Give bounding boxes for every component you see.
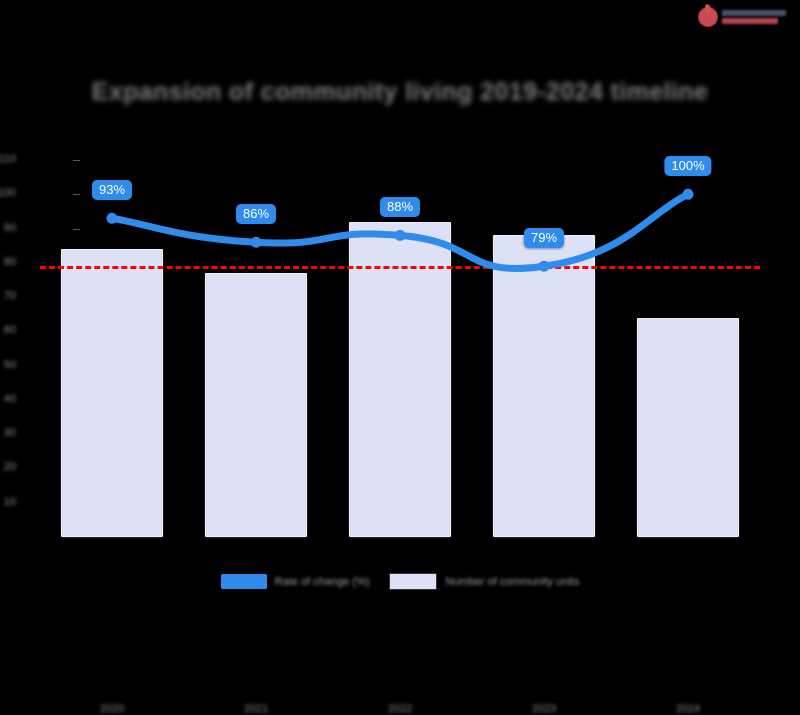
- left-axis-label: 110: [0, 153, 16, 165]
- data-label-2020: 93%: [91, 180, 133, 201]
- legend-swatch-bar-icon: [389, 573, 438, 590]
- bar-2024[interactable]: [637, 317, 739, 537]
- legend-label-line: Rate of change (%): [274, 575, 370, 588]
- axis-tick: [73, 160, 80, 161]
- legend-swatch-line-icon: [220, 574, 267, 589]
- bar-2021[interactable]: [205, 273, 307, 537]
- left-axis-label: 30: [3, 427, 16, 440]
- left-axis-label: 90: [3, 221, 16, 234]
- x-tick-label: 2024: [675, 703, 701, 715]
- left-axis-label: 40: [3, 392, 16, 405]
- left-axis-label: 10: [3, 495, 16, 508]
- axis-tick: [73, 194, 80, 196]
- legend-label-bar: Number of community units: [445, 575, 580, 588]
- brand-logo: [698, 4, 794, 30]
- chart-legend: Rate of change (%) Number of community u…: [0, 570, 800, 593]
- x-tick-label: 2021: [243, 703, 269, 715]
- chart-title: Expansion of community living 2019-2024 …: [91, 78, 709, 106]
- left-axis-label: 70: [3, 290, 16, 303]
- legend-item-line[interactable]: Rate of change (%): [211, 571, 380, 592]
- x-tick-label: 2022: [387, 703, 413, 715]
- left-axis-label: 100: [0, 187, 16, 200]
- left-axis-label: 60: [3, 324, 16, 337]
- left-axis-label: 80: [3, 255, 16, 268]
- axis-tick: [73, 228, 80, 230]
- bar-2020[interactable]: [61, 249, 163, 537]
- bar-2023[interactable]: [493, 235, 595, 537]
- left-axis-label: 20: [3, 461, 16, 474]
- logo-wordmark: [722, 10, 786, 24]
- data-label-2024: 100%: [664, 156, 712, 177]
- data-label-2021: 86%: [235, 204, 277, 225]
- threshold-line: [40, 266, 760, 270]
- x-tick-label: 2020: [99, 703, 125, 715]
- bar-2022[interactable]: [349, 221, 451, 537]
- data-label-2022: 88%: [379, 197, 421, 218]
- left-axis-label: 50: [3, 358, 16, 371]
- logo-mark-icon: [698, 7, 718, 27]
- legend-item-bar[interactable]: Number of community units: [379, 570, 589, 593]
- chart-canvas: Expansion of community living 2019-2024 …: [0, 0, 800, 600]
- x-tick-label: 2023: [531, 703, 557, 715]
- data-label-2023: 79%: [523, 228, 565, 249]
